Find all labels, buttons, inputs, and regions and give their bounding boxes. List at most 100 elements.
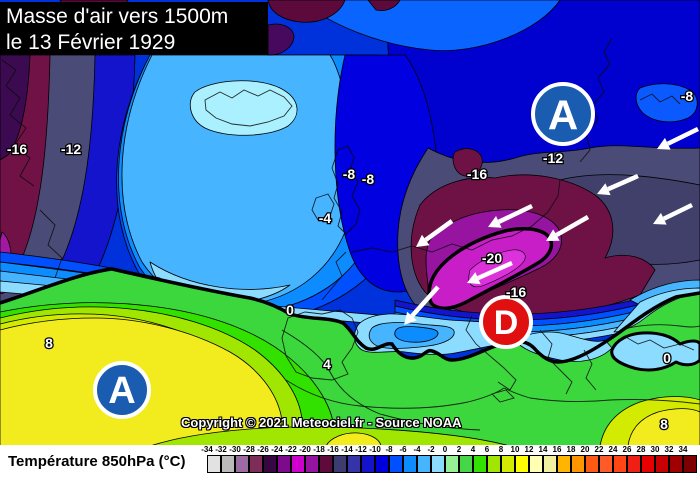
temp-label: -12 [543, 150, 563, 166]
wind-arrow [404, 285, 440, 325]
legend-color-box [473, 455, 487, 473]
wind-arrows [404, 126, 699, 325]
legend-tick-label: 26 [622, 445, 632, 454]
legend-color-box [529, 455, 543, 473]
pressure-center-a: A [531, 82, 595, 146]
legend-tick-label: -10 [369, 445, 381, 454]
legend-tick-label: 12 [524, 445, 534, 454]
legend-tick-label: -16 [327, 445, 339, 454]
legend-color-box [263, 455, 277, 473]
temperature-legend: Température 850hPa (°C) -34 -32 -30 -28 -26-… [0, 445, 700, 480]
legend-tick-label: -8 [385, 445, 393, 454]
legend-color-box [515, 455, 529, 473]
pressure-center-letter: A [108, 370, 135, 412]
map-title-line1: Masse d'air vers 1500m [6, 5, 229, 28]
legend-tick-label: 28 [636, 445, 646, 454]
legend-color-box [501, 455, 515, 473]
legend-color-box [445, 455, 459, 473]
legend-tick-label: 10 [510, 445, 520, 454]
legend-tick-label: 18 [566, 445, 576, 454]
pressure-center-letter: D [494, 304, 519, 342]
legend-tick-label: 14 [538, 445, 548, 454]
legend-tick-label: 22 [594, 445, 604, 454]
legend-tick-label: 16 [552, 445, 562, 454]
legend-color-box [599, 455, 613, 473]
legend-color-box [305, 455, 319, 473]
map-title-line2: le 13 Février 1929 [6, 31, 176, 54]
temp-label: -16 [467, 166, 487, 182]
wind-arrow [488, 203, 533, 228]
legend-tick-label: -30 [229, 445, 241, 454]
legend-color-box [431, 455, 445, 473]
temp-label: -12 [61, 141, 81, 157]
legend-color-box [627, 455, 641, 473]
legend-tick-label: 30 [650, 445, 660, 454]
legend-color-box [655, 455, 669, 473]
legend-color-box [361, 455, 375, 473]
wind-arrow [416, 219, 454, 247]
legend-color-box [333, 455, 347, 473]
pressure-center-d: D [479, 295, 533, 349]
pressure-center-letter: A [548, 92, 578, 139]
temp-label: -8 [681, 88, 694, 104]
temp-label: -8 [362, 171, 375, 187]
legend-color-box [641, 455, 655, 473]
wind-arrow [467, 260, 513, 285]
weather-map: A A D -16 -12 -8 -8 -4 -12 -16 -8 -20 -16 0 4 8 0 8 [0, 0, 700, 446]
legend-tick-label: -4 [413, 445, 421, 454]
legend-color-box [207, 455, 221, 473]
legend-tick-label: -24 [271, 445, 283, 454]
temp-label: -16 [7, 141, 27, 157]
temp-label: 8 [660, 416, 668, 432]
isotherm-4-contour [281, 329, 481, 431]
legend-tick-label: -28 [243, 445, 255, 454]
legend-tick-label: 4 [470, 445, 476, 454]
temp-label: 8 [45, 335, 53, 351]
temp-label: -20 [482, 250, 502, 266]
legend-tick-label: -12 [355, 445, 367, 454]
wind-arrow [657, 126, 699, 150]
legend-tick-label: -6 [399, 445, 407, 454]
wind-arrow [653, 202, 693, 225]
legend-color-box [459, 455, 473, 473]
legend-tick-label: 20 [580, 445, 590, 454]
legend-tick-label: 6 [484, 445, 490, 454]
legend-tick-label: -2 [427, 445, 435, 454]
legend-color-box [221, 455, 235, 473]
legend-tick-label: -20 [299, 445, 311, 454]
legend-color-box [249, 455, 263, 473]
legend-color-box [613, 455, 627, 473]
legend-tick-label: -26 [257, 445, 269, 454]
legend-tick-label: -22 [285, 445, 297, 454]
temp-label: -4 [319, 210, 332, 226]
legend-tick-label: -34 [201, 445, 213, 454]
legend-color-box [291, 455, 305, 473]
legend-color-box [557, 455, 571, 473]
legend-color-box [487, 455, 501, 473]
legend-color-box [669, 455, 683, 473]
temperature-field [0, 0, 700, 446]
legend-tick-label: 34 [678, 445, 688, 454]
legend-color-box [389, 455, 403, 473]
legend-label: Température 850hPa (°C) [8, 453, 186, 470]
temp-label: -8 [343, 166, 356, 182]
legend-color-box [683, 455, 697, 473]
legend-color-box [319, 455, 333, 473]
legend-color-box [277, 455, 291, 473]
legend-color-box [375, 455, 389, 473]
coastlines [1, 37, 700, 409]
legend-tick-label: 2 [456, 445, 462, 454]
legend-color-box [235, 455, 249, 473]
pressure-center-a: A [93, 361, 151, 419]
legend-color-box [347, 455, 361, 473]
legend-tick-label: 8 [498, 445, 504, 454]
legend-tick-label: 32 [664, 445, 674, 454]
temperature-labels: -16 -12 -8 -8 -4 -12 -16 -8 -20 -16 0 4 8 0 8 [6, 87, 695, 434]
legend-color-box [571, 455, 585, 473]
temp-label: 4 [323, 356, 331, 372]
wind-arrow [597, 173, 639, 196]
legend-tick-label: 24 [608, 445, 618, 454]
legend-tick-label: -14 [341, 445, 353, 454]
temp-label: -16 [506, 284, 526, 300]
